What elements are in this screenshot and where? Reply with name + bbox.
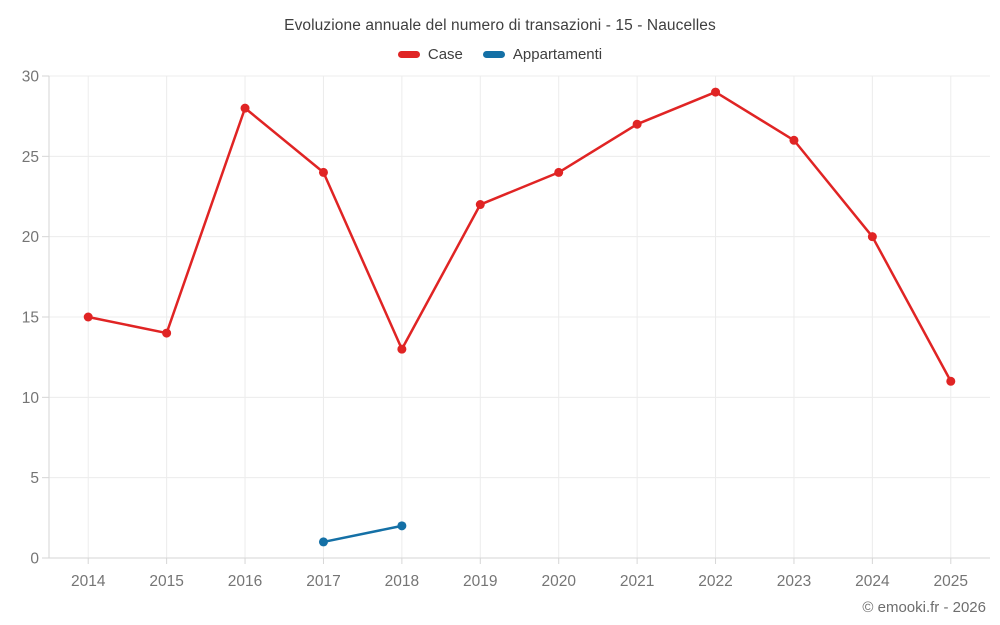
point-case[interactable] <box>83 312 93 322</box>
point-case[interactable] <box>711 87 721 97</box>
line-case <box>86 90 953 383</box>
legend-label-appartamenti: Appartamenti <box>512 46 603 63</box>
y-tick-label: 30 <box>22 69 40 86</box>
x-tick-label: 2017 <box>306 573 340 590</box>
y-tick-label: 20 <box>22 229 40 246</box>
point-case[interactable] <box>240 103 250 113</box>
point-case[interactable] <box>789 135 799 145</box>
point-case[interactable] <box>867 232 877 242</box>
chart-legend: Case Appartamenti <box>0 46 1000 63</box>
y-tick-label: 10 <box>22 390 40 407</box>
x-tick-label: 2018 <box>385 573 419 590</box>
x-tick-label: 2019 <box>463 573 497 590</box>
series-points <box>83 87 956 547</box>
y-tick-label: 5 <box>30 470 39 487</box>
axis-labels: 2014 2015 2016 2017 2018 2019 2020 2021 2022 2023… <box>22 69 968 591</box>
series-lines <box>86 90 953 544</box>
point-case[interactable] <box>632 119 642 129</box>
legend-label-case: Case <box>427 46 463 63</box>
point-case[interactable] <box>318 167 328 177</box>
x-tick-label: 2015 <box>149 573 183 590</box>
point-case[interactable] <box>475 200 485 210</box>
x-tick-label: 2016 <box>228 573 262 590</box>
legend-item-appartamenti[interactable]: Appartamenti <box>482 46 603 63</box>
y-tick-label: 15 <box>22 310 39 327</box>
x-tick-label: 2024 <box>855 573 890 590</box>
legend-item-case[interactable]: Case <box>397 46 463 63</box>
point-case[interactable] <box>946 376 956 386</box>
point-case[interactable] <box>554 167 564 177</box>
x-tick-label: 2021 <box>620 573 654 590</box>
x-tick-label: 2023 <box>777 573 811 590</box>
x-tick-label: 2020 <box>541 573 576 590</box>
x-tick-label: 2014 <box>71 573 106 590</box>
point-case[interactable] <box>162 328 172 338</box>
y-tick-label: 25 <box>22 149 39 166</box>
appartamenti-series-swatch-icon <box>482 51 505 58</box>
point-appartamenti[interactable] <box>318 537 328 547</box>
x-tick-label: 2022 <box>698 573 732 590</box>
gridlines <box>49 75 990 559</box>
axes <box>42 75 990 564</box>
line-appartamenti <box>322 524 404 544</box>
case-series-swatch-icon <box>397 51 420 58</box>
y-tick-label: 0 <box>30 551 39 568</box>
x-tick-label: 2025 <box>934 573 968 590</box>
point-appartamenti[interactable] <box>397 521 407 531</box>
point-case[interactable] <box>397 344 407 354</box>
copyright-footer: © emooki.fr - 2026 <box>862 599 986 616</box>
chart-title: Evoluzione annuale del numero di transaz… <box>284 17 716 34</box>
